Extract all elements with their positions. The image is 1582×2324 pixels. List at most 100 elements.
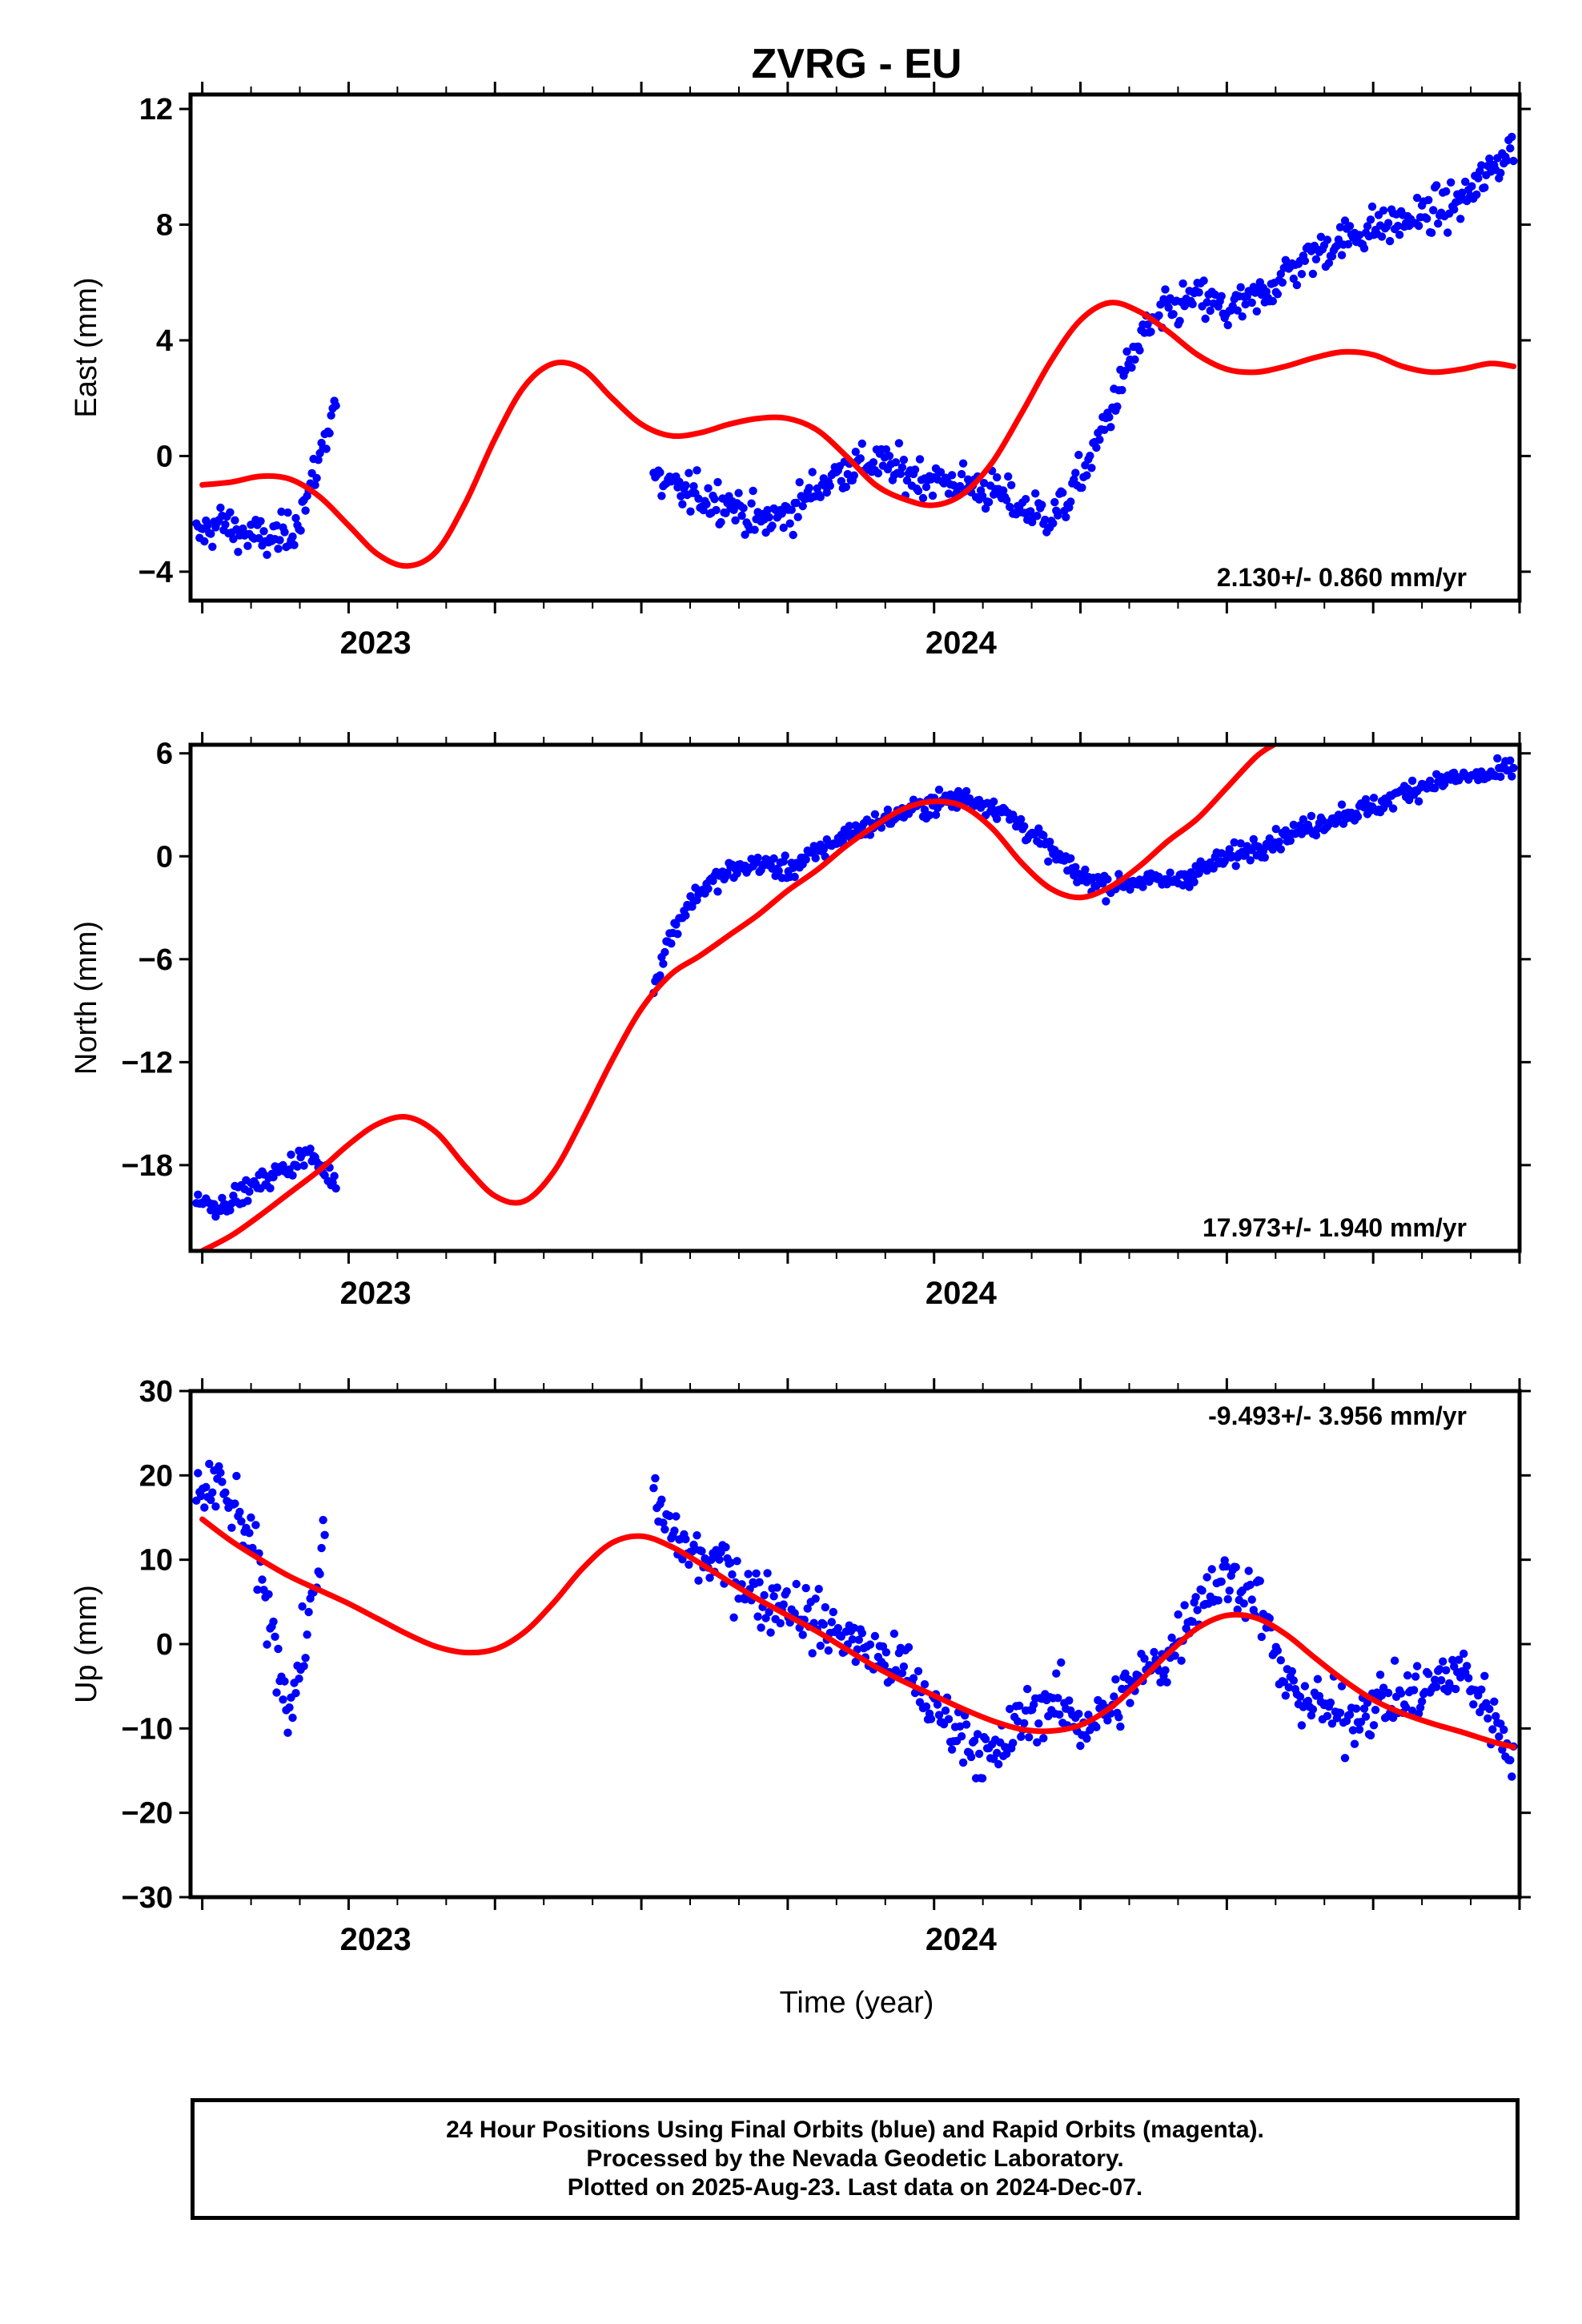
data-point bbox=[1369, 794, 1379, 802]
data-point bbox=[231, 516, 239, 525]
data-point bbox=[247, 1513, 255, 1522]
data-point bbox=[1126, 885, 1134, 895]
data-point bbox=[790, 872, 799, 882]
data-point bbox=[1506, 1755, 1515, 1765]
data-point bbox=[918, 493, 928, 503]
data-point bbox=[1367, 202, 1377, 211]
data-point bbox=[1284, 1683, 1294, 1692]
data-point bbox=[1345, 222, 1355, 231]
data-point bbox=[1508, 1772, 1516, 1781]
data-point bbox=[291, 513, 300, 523]
data-point bbox=[1273, 1646, 1283, 1655]
data-point bbox=[1271, 825, 1281, 834]
y-tick-label: 6 bbox=[156, 738, 173, 771]
data-point bbox=[197, 1491, 206, 1501]
data-point bbox=[728, 1570, 737, 1579]
data-point bbox=[1236, 283, 1245, 292]
data-point bbox=[721, 1542, 730, 1552]
data-point bbox=[1353, 812, 1363, 821]
data-point bbox=[787, 505, 796, 514]
data-point bbox=[1323, 235, 1332, 244]
data-point bbox=[1337, 1682, 1347, 1691]
data-point bbox=[729, 505, 738, 514]
data-point bbox=[737, 511, 746, 521]
data-point bbox=[785, 519, 794, 528]
data-point bbox=[857, 1629, 867, 1638]
data-point bbox=[704, 884, 713, 894]
data-point bbox=[816, 1641, 825, 1651]
data-point bbox=[1214, 1596, 1223, 1605]
data-point bbox=[1324, 259, 1334, 267]
data-point bbox=[936, 468, 946, 476]
data-point bbox=[1407, 1707, 1417, 1715]
data-point bbox=[235, 1507, 244, 1517]
data-point bbox=[322, 444, 331, 453]
data-point bbox=[827, 1618, 837, 1626]
data-point bbox=[1222, 1562, 1231, 1571]
data-point bbox=[211, 1502, 220, 1511]
data-point bbox=[274, 1644, 283, 1654]
data-point bbox=[792, 498, 801, 508]
data-point bbox=[910, 465, 920, 474]
data-point bbox=[1231, 862, 1240, 870]
data-point bbox=[1217, 1577, 1226, 1586]
data-point bbox=[957, 1732, 966, 1741]
data-point bbox=[269, 1172, 278, 1182]
data-point bbox=[920, 806, 930, 814]
data-point bbox=[782, 1587, 791, 1596]
y-tick-label: 20 bbox=[139, 1459, 173, 1493]
data-point bbox=[1174, 1610, 1182, 1619]
data-point bbox=[774, 866, 783, 875]
data-point bbox=[291, 1689, 300, 1698]
data-point bbox=[760, 1590, 769, 1600]
data-point bbox=[1023, 1684, 1032, 1694]
data-point bbox=[221, 1488, 230, 1497]
data-point bbox=[1198, 1586, 1207, 1595]
data-point bbox=[314, 456, 323, 464]
data-point bbox=[216, 1468, 225, 1478]
data-point bbox=[331, 1184, 340, 1193]
data-point bbox=[1140, 1655, 1149, 1663]
data-point bbox=[1297, 270, 1307, 279]
data-point bbox=[1062, 513, 1070, 521]
data-point bbox=[808, 1649, 817, 1658]
data-point bbox=[765, 513, 773, 522]
data-point bbox=[317, 1543, 326, 1553]
data-point bbox=[315, 1570, 324, 1578]
data-point bbox=[1199, 276, 1208, 285]
data-point bbox=[672, 920, 681, 929]
data-point bbox=[1490, 1697, 1499, 1706]
data-point bbox=[1150, 1647, 1158, 1657]
data-point bbox=[207, 1206, 215, 1215]
data-point bbox=[987, 804, 997, 813]
data-point bbox=[776, 1618, 785, 1628]
panel-frame bbox=[188, 742, 1522, 1253]
caption-line: Plotted on 2025-Aug-23. Last data on 202… bbox=[567, 2174, 1143, 2201]
data-point bbox=[1289, 1676, 1299, 1685]
data-point bbox=[1071, 468, 1080, 477]
data-point bbox=[1127, 363, 1136, 372]
data-point bbox=[1469, 1700, 1478, 1709]
x-tick-label: 2024 bbox=[926, 625, 998, 661]
data-point bbox=[921, 1702, 931, 1711]
data-point bbox=[1434, 219, 1443, 228]
data-point bbox=[1361, 1712, 1371, 1721]
data-point bbox=[288, 1171, 297, 1180]
data-point bbox=[1311, 830, 1321, 840]
data-point bbox=[814, 1585, 823, 1594]
data-point bbox=[1307, 811, 1316, 821]
data-point bbox=[1332, 241, 1342, 251]
data-point bbox=[733, 869, 741, 879]
data-point bbox=[792, 1579, 801, 1589]
data-point bbox=[1335, 223, 1345, 231]
data-point bbox=[686, 507, 695, 516]
data-point bbox=[1111, 1675, 1120, 1684]
data-point bbox=[1052, 1669, 1061, 1678]
data-point bbox=[1442, 1666, 1451, 1675]
data-point bbox=[1006, 502, 1014, 512]
data-point bbox=[1138, 883, 1147, 891]
data-point bbox=[915, 455, 925, 464]
data-point bbox=[1191, 1593, 1200, 1602]
data-point bbox=[1257, 1632, 1267, 1642]
data-point bbox=[913, 486, 923, 496]
